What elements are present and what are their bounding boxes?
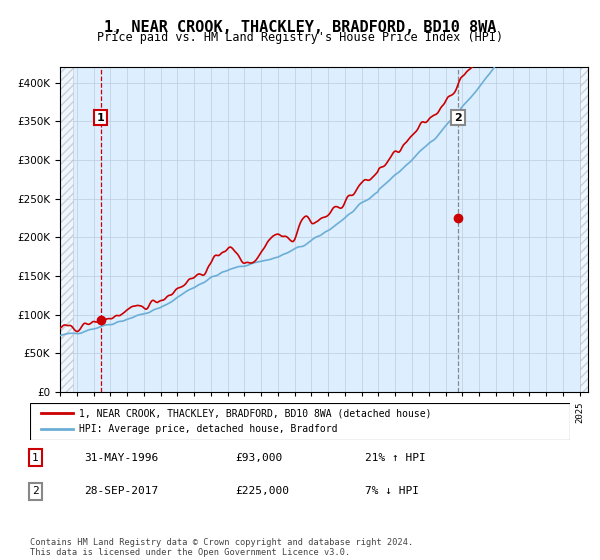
Text: Contains HM Land Registry data © Crown copyright and database right 2024.
This d: Contains HM Land Registry data © Crown c… <box>30 538 413 557</box>
Text: Price paid vs. HM Land Registry's House Price Index (HPI): Price paid vs. HM Land Registry's House … <box>97 31 503 44</box>
Text: 1: 1 <box>97 113 104 123</box>
Text: 2: 2 <box>32 487 39 496</box>
Text: 31-MAY-1996: 31-MAY-1996 <box>84 453 158 463</box>
Text: 28-SEP-2017: 28-SEP-2017 <box>84 487 158 496</box>
Text: 1: 1 <box>32 453 39 463</box>
Text: £225,000: £225,000 <box>235 487 289 496</box>
Text: £93,000: £93,000 <box>235 453 283 463</box>
FancyBboxPatch shape <box>30 403 570 440</box>
Text: 1, NEAR CROOK, THACKLEY, BRADFORD, BD10 8WA: 1, NEAR CROOK, THACKLEY, BRADFORD, BD10 … <box>104 20 496 35</box>
Text: 21% ↑ HPI: 21% ↑ HPI <box>365 453 425 463</box>
Text: 1, NEAR CROOK, THACKLEY, BRADFORD, BD10 8WA (detached house): 1, NEAR CROOK, THACKLEY, BRADFORD, BD10 … <box>79 408 431 418</box>
Text: 7% ↓ HPI: 7% ↓ HPI <box>365 487 419 496</box>
Text: 2: 2 <box>454 113 462 123</box>
Text: HPI: Average price, detached house, Bradford: HPI: Average price, detached house, Brad… <box>79 424 337 435</box>
